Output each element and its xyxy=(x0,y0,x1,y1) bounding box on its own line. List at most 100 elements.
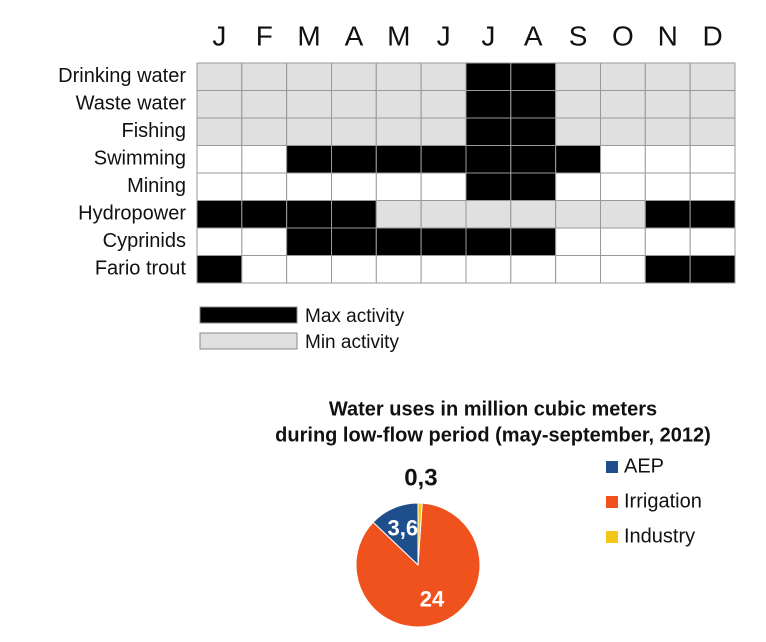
cell xyxy=(555,117,602,146)
legend-swatch xyxy=(606,461,618,473)
row-label: Fario trout xyxy=(95,258,187,280)
legend-label: Max activity xyxy=(305,306,405,327)
cell-border xyxy=(600,255,646,284)
legend-swatch xyxy=(199,306,298,324)
cell-border xyxy=(375,255,422,284)
cell-border xyxy=(600,172,646,201)
cell-border xyxy=(510,255,557,284)
row-label: Mining xyxy=(127,175,186,197)
legend-swatch xyxy=(606,496,618,508)
pie-title: during low-flow period (may-september, 2… xyxy=(275,424,711,446)
cell xyxy=(600,200,646,229)
cell xyxy=(600,90,646,119)
cell xyxy=(286,200,332,229)
cell xyxy=(375,62,422,91)
cell xyxy=(331,200,377,229)
cell xyxy=(420,227,467,256)
cell xyxy=(644,62,691,91)
value-label: 3,6 xyxy=(388,515,419,540)
cell xyxy=(465,145,512,174)
cell xyxy=(286,90,332,119)
cell xyxy=(644,117,691,146)
column-label: J xyxy=(437,20,451,51)
cell-border xyxy=(420,172,467,201)
cell xyxy=(286,62,332,91)
cell-border xyxy=(241,255,288,284)
cell xyxy=(689,62,736,91)
legend-label: Irrigation xyxy=(624,490,702,512)
cell xyxy=(644,255,691,284)
cell-border xyxy=(689,145,736,174)
value-label: 24 xyxy=(420,587,445,612)
cell xyxy=(331,227,377,256)
cell xyxy=(331,145,377,174)
cell-border xyxy=(286,255,332,284)
cell xyxy=(465,172,512,201)
cell xyxy=(375,90,422,119)
cell-border xyxy=(331,172,377,201)
cell xyxy=(555,145,602,174)
cell xyxy=(600,62,646,91)
column-label: M xyxy=(297,20,320,51)
legend-label: AEP xyxy=(624,455,664,477)
column-label: M xyxy=(387,20,410,51)
cell xyxy=(465,62,512,91)
cell-border xyxy=(331,255,377,284)
cell xyxy=(375,145,422,174)
cell xyxy=(465,90,512,119)
cell xyxy=(286,145,332,174)
cell xyxy=(465,200,512,229)
cell xyxy=(689,255,736,284)
cell xyxy=(510,200,557,229)
cell-border xyxy=(241,227,288,256)
cell xyxy=(420,62,467,91)
cell-border xyxy=(689,172,736,201)
cell xyxy=(241,200,288,229)
cell xyxy=(331,62,377,91)
column-label: D xyxy=(702,20,722,51)
cell xyxy=(510,117,557,146)
column-label: J xyxy=(481,20,495,51)
cell-border xyxy=(465,255,512,284)
cell xyxy=(510,145,557,174)
pie-title: Water uses in million cubic meters xyxy=(329,398,657,420)
column-label: J xyxy=(212,20,226,51)
column-label: O xyxy=(612,20,634,51)
pie-slice xyxy=(355,502,481,628)
cell-border xyxy=(644,145,691,174)
legend-swatch xyxy=(199,332,298,350)
cell xyxy=(644,90,691,119)
cell xyxy=(286,117,332,146)
row-label: Swimming xyxy=(94,148,186,170)
cell-border xyxy=(644,172,691,201)
cell xyxy=(196,200,243,229)
cell xyxy=(196,90,243,119)
column-label: A xyxy=(524,20,543,51)
row-label: Waste water xyxy=(76,93,187,115)
legend-label: Min activity xyxy=(305,332,399,353)
cell xyxy=(510,172,557,201)
cell xyxy=(420,90,467,119)
cell-border xyxy=(286,172,332,201)
cell xyxy=(196,255,243,284)
cell-border xyxy=(196,172,243,201)
cell xyxy=(375,117,422,146)
column-label: S xyxy=(569,20,588,51)
cell xyxy=(420,117,467,146)
cell-border xyxy=(196,227,243,256)
cell-border xyxy=(644,227,691,256)
cell xyxy=(510,227,557,256)
cell xyxy=(555,200,602,229)
cell xyxy=(375,200,422,229)
cell xyxy=(241,117,288,146)
cell xyxy=(196,117,243,146)
pie-slice xyxy=(417,502,423,566)
cell xyxy=(510,62,557,91)
cell-border xyxy=(375,172,422,201)
cell-border xyxy=(196,145,243,174)
cell-border xyxy=(555,172,602,201)
cell-border xyxy=(600,227,646,256)
row-label: Fishing xyxy=(122,120,186,142)
